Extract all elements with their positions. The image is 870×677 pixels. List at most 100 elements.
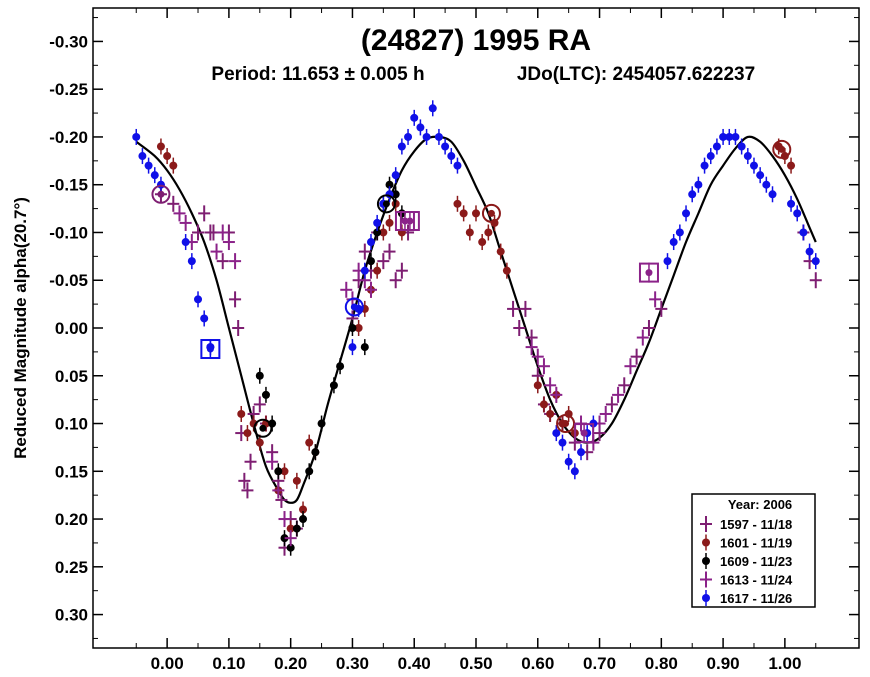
- data-point: [525, 339, 538, 356]
- data-point: [237, 405, 246, 422]
- data-point-dot: [397, 142, 406, 151]
- data-point: [222, 234, 235, 251]
- data-point-dot: [404, 132, 413, 141]
- data-point-dot: [156, 180, 165, 189]
- highlight-center: [259, 424, 267, 432]
- data-point: [216, 253, 229, 270]
- data-point: [336, 358, 345, 375]
- data-point-dot: [354, 324, 363, 332]
- y-tick-label: 0.10: [55, 415, 88, 434]
- legend-marker-dot: [702, 557, 710, 565]
- data-point: [194, 291, 203, 308]
- data-point: [305, 434, 314, 451]
- data-point-dot: [348, 324, 357, 332]
- data-point-dot: [132, 132, 141, 141]
- data-point: [599, 405, 612, 422]
- data-point: [200, 310, 209, 327]
- data-point-dot: [280, 534, 289, 543]
- y-tick-label: -0.05: [49, 271, 88, 290]
- data-point: [255, 434, 264, 451]
- data-point: [537, 358, 550, 375]
- data-point: [809, 272, 822, 289]
- highlighted-point: [151, 184, 171, 204]
- data-point-dot: [731, 132, 740, 141]
- data-point-dot: [391, 190, 400, 199]
- data-point: [453, 157, 462, 174]
- data-point-dot: [292, 524, 301, 533]
- highlight-ring: [253, 418, 273, 438]
- data-point-dot: [441, 142, 450, 151]
- highlighted-point: [574, 423, 595, 444]
- data-point: [360, 339, 369, 356]
- data-point-dot: [811, 257, 820, 266]
- y-tick-label: 0.30: [55, 606, 88, 625]
- y-tick-label: -0.25: [49, 80, 88, 99]
- data-point: [410, 109, 419, 126]
- data-point-dot: [360, 266, 369, 275]
- data-point: [385, 214, 394, 231]
- highlight-ring: [772, 139, 792, 159]
- x-tick-label: 0.40: [398, 654, 431, 673]
- data-point-dot: [385, 180, 394, 189]
- data-point: [404, 128, 413, 145]
- data-point: [544, 377, 557, 394]
- data-point-dot: [311, 448, 320, 457]
- data-point: [793, 205, 802, 222]
- highlighted-point: [344, 297, 364, 317]
- data-point: [577, 444, 586, 461]
- data-point-dot: [163, 152, 172, 161]
- y-tick-label: 0.05: [55, 367, 88, 386]
- data-point-dot: [200, 314, 209, 323]
- data-point-dot: [305, 467, 314, 476]
- data-point: [354, 320, 363, 336]
- data-point-dot: [150, 171, 159, 180]
- series-3: [255, 176, 406, 556]
- data-point: [179, 214, 192, 231]
- highlight-center: [580, 429, 588, 437]
- data-point-dot: [472, 209, 480, 218]
- data-point: [496, 243, 505, 260]
- data-point-dot: [502, 266, 511, 275]
- data-point-dot: [669, 238, 678, 247]
- data-point: [519, 300, 532, 317]
- legend-title: Year: 2006: [728, 497, 792, 512]
- data-point: [472, 205, 480, 222]
- data-point-dot: [373, 228, 382, 237]
- data-point: [605, 396, 618, 413]
- data-point-dot: [317, 419, 326, 428]
- data-point: [358, 243, 371, 260]
- data-point: [550, 386, 563, 403]
- data-point-dot: [181, 238, 190, 247]
- data-point: [391, 167, 400, 184]
- data-point: [216, 224, 229, 241]
- data-point: [169, 157, 178, 174]
- data-point: [570, 463, 579, 480]
- data-point-dot: [169, 161, 178, 170]
- data-point-dot: [787, 199, 796, 208]
- data-point: [266, 453, 279, 470]
- data-point: [787, 157, 796, 174]
- y-tick-label: -0.15: [49, 176, 88, 195]
- data-point: [762, 176, 771, 193]
- data-point: [682, 205, 691, 222]
- data-point-dot: [478, 238, 487, 247]
- data-point-dot: [682, 209, 691, 218]
- data-point: [768, 186, 777, 203]
- data-point-dot: [552, 429, 561, 438]
- legend-label: 1613 - 11/24: [720, 573, 793, 588]
- data-point-dot: [799, 228, 808, 237]
- data-point-dot: [255, 438, 264, 447]
- data-point: [272, 482, 285, 499]
- data-point: [366, 234, 375, 251]
- chart-subtitle-period: Period: 11.653 ± 0.005 h: [211, 64, 424, 85]
- legend-marker-dot: [702, 538, 710, 547]
- data-point-dot: [138, 152, 147, 161]
- data-point-dot: [373, 266, 382, 275]
- data-point-dot: [144, 161, 153, 170]
- axis-ticks-layer: 0.00 0.10 0.20 0.30 0.40 0.50 0.60 0.70 0.80 0.90…: [49, 8, 859, 673]
- highlight-center: [206, 345, 214, 353]
- data-point: [531, 348, 544, 365]
- highlighted-point: [399, 211, 420, 232]
- data-point: [340, 281, 353, 298]
- highlighted-point: [253, 418, 273, 438]
